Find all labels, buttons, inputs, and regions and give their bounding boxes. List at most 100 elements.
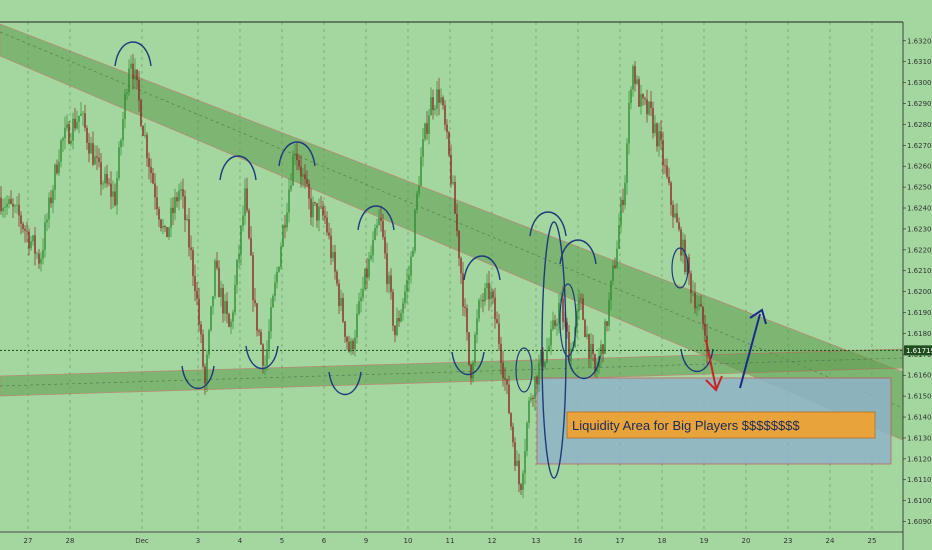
candle-body-38 [76, 121, 78, 129]
candle-236 [472, 360, 474, 383]
y-tick-label-10: 1.62200 [907, 246, 932, 254]
candle-body-111 [222, 287, 224, 314]
candle-body-331 [662, 140, 664, 166]
candle-192 [384, 229, 386, 260]
swing-loop-3 [559, 283, 577, 357]
support-midline [0, 357, 904, 387]
candle-body-225 [450, 154, 452, 184]
candle-87 [174, 188, 176, 221]
candle-186 [372, 231, 374, 263]
candle-17 [34, 227, 36, 266]
candle-body-93 [186, 219, 188, 221]
candle-body-247 [494, 297, 496, 320]
candle-body-204 [408, 275, 410, 281]
candle-body-16 [32, 235, 34, 242]
candle-31 [62, 136, 64, 152]
candle-182 [364, 268, 366, 291]
candle-237 [474, 331, 476, 366]
candle-body-275 [550, 329, 552, 346]
candle-99 [198, 287, 200, 332]
candle-28 [56, 159, 58, 176]
candle-body-82 [164, 225, 166, 227]
candle-249 [498, 313, 500, 351]
candle-310 [620, 196, 622, 233]
candle-body-322 [644, 98, 646, 100]
candle-76 [152, 167, 154, 185]
candle-body-144 [288, 189, 290, 213]
candle-body-265 [530, 397, 532, 401]
candle-139 [278, 266, 280, 273]
candle-202 [404, 284, 406, 309]
candle-59 [118, 141, 120, 181]
candle-body-182 [364, 268, 366, 289]
candle-body-341 [682, 239, 684, 256]
candle-body-316 [632, 65, 634, 90]
candle-body-44 [88, 142, 90, 154]
candle-body-335 [670, 182, 672, 205]
candle-181 [362, 276, 364, 302]
candle-194 [388, 271, 390, 294]
overlay-layer: Liquidity Area for Big Players $$$$$$$$ [0, 308, 903, 439]
candle-body-61 [122, 118, 124, 141]
candle-72 [144, 122, 146, 139]
x-tick-label-15: 19 [700, 537, 709, 545]
candle-body-245 [490, 291, 492, 300]
candle-body-262 [524, 451, 526, 474]
candle-body-271 [542, 351, 544, 367]
candle-body-114 [228, 313, 230, 327]
candle-body-311 [622, 199, 624, 206]
candle-body-23 [46, 219, 48, 223]
candle-143 [286, 202, 288, 232]
candle-body-176 [352, 340, 354, 350]
candle-275 [550, 320, 552, 355]
candle-body-150 [300, 166, 302, 177]
candle-238 [476, 309, 478, 344]
candle-body-234 [468, 332, 470, 365]
y-tick-label-20: 1.61200 [907, 455, 932, 463]
candle-33 [66, 114, 68, 132]
y-tick-label-13: 1.61900 [907, 309, 932, 317]
candle-240 [480, 294, 482, 308]
candle-body-184 [368, 258, 370, 278]
candle-200 [400, 309, 402, 323]
candle-70 [140, 98, 142, 128]
candle-344 [688, 253, 690, 286]
x-tick-label-19: 25 [868, 537, 877, 545]
candle-body-230 [460, 258, 462, 274]
x-tick-label-14: 18 [658, 537, 667, 545]
candle-body-25 [50, 197, 52, 204]
candle-267 [534, 376, 536, 411]
candle-body-159 [318, 206, 320, 221]
candle-body-79 [158, 209, 160, 220]
candle-29 [58, 149, 60, 176]
candle-body-86 [172, 207, 174, 214]
candle-body-146 [292, 155, 294, 186]
candle-252 [504, 367, 506, 391]
candle-320 [640, 84, 642, 115]
candle-24 [48, 192, 50, 229]
candle-22 [44, 214, 46, 258]
candle-296 [592, 334, 594, 362]
candle-51 [102, 180, 104, 190]
candle-138 [276, 266, 278, 289]
candle-body-125 [250, 238, 252, 256]
candle-172 [344, 320, 346, 343]
candle-body-130 [260, 331, 262, 345]
candle-334 [668, 167, 670, 186]
candle-171 [342, 292, 344, 324]
candle-body-40 [80, 113, 82, 116]
swing-low-3 [451, 351, 485, 376]
candle-8 [16, 196, 18, 214]
candle-body-334 [668, 176, 670, 183]
candle-49 [98, 148, 100, 168]
candle-body-228 [456, 213, 458, 232]
candle-body-171 [342, 297, 344, 322]
candle-body-283 [566, 322, 568, 332]
candle-293 [586, 325, 588, 340]
candle-body-343 [686, 257, 688, 272]
candle-318 [636, 74, 638, 86]
candle-body-198 [396, 318, 398, 336]
candle-133 [266, 340, 268, 371]
candle-body-52 [104, 173, 106, 184]
candle-134 [268, 319, 270, 359]
